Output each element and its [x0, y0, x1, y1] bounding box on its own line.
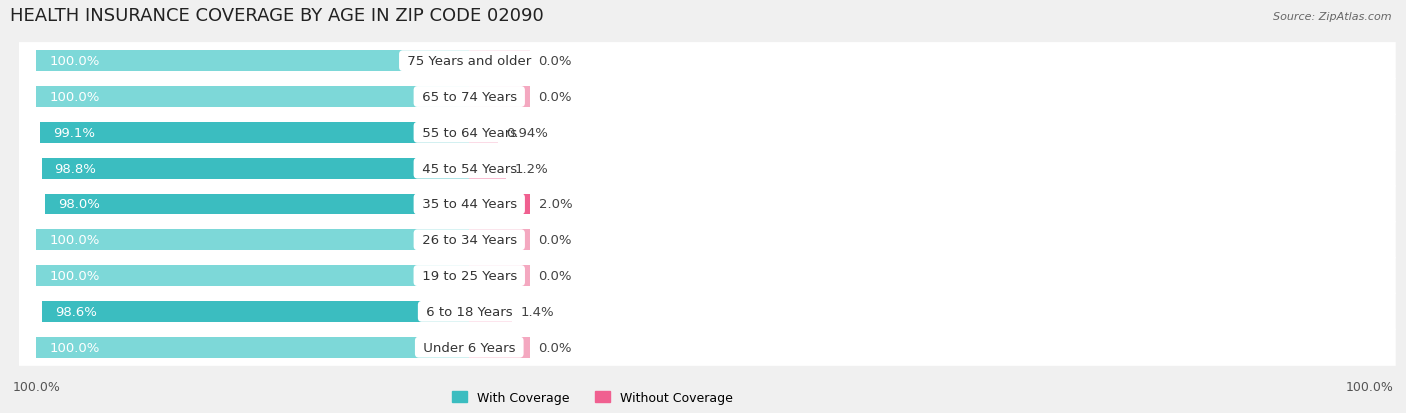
Bar [470, 158, 506, 179]
Text: 2.0%: 2.0% [538, 198, 572, 211]
Bar [470, 301, 512, 322]
FancyBboxPatch shape [18, 293, 1396, 330]
FancyBboxPatch shape [18, 329, 1396, 366]
Text: Source: ZipAtlas.com: Source: ZipAtlas.com [1274, 12, 1392, 22]
Text: 19 to 25 Years: 19 to 25 Years [418, 269, 522, 282]
Text: 45 to 54 Years: 45 to 54 Years [418, 162, 522, 175]
FancyBboxPatch shape [18, 222, 1396, 259]
Text: 100.0%: 100.0% [49, 269, 100, 282]
Text: 0.0%: 0.0% [538, 341, 572, 354]
Bar [42, 301, 470, 322]
Bar [470, 230, 530, 251]
FancyBboxPatch shape [18, 114, 1396, 152]
Text: 35 to 44 Years: 35 to 44 Years [418, 198, 522, 211]
Bar [37, 87, 470, 108]
Text: 65 to 74 Years: 65 to 74 Years [418, 91, 522, 104]
Bar [37, 337, 470, 358]
Bar [37, 266, 470, 286]
Bar [470, 337, 530, 358]
Bar [470, 194, 530, 215]
FancyBboxPatch shape [18, 79, 1396, 116]
Text: 100.0%: 100.0% [49, 341, 100, 354]
Text: 0.0%: 0.0% [538, 269, 572, 282]
Text: 0.0%: 0.0% [538, 234, 572, 247]
Bar [45, 194, 470, 215]
Text: 100.0%: 100.0% [49, 55, 100, 68]
Text: 99.1%: 99.1% [53, 126, 96, 140]
Text: HEALTH INSURANCE COVERAGE BY AGE IN ZIP CODE 02090: HEALTH INSURANCE COVERAGE BY AGE IN ZIP … [10, 7, 544, 25]
Text: 98.0%: 98.0% [58, 198, 100, 211]
Text: 55 to 64 Years: 55 to 64 Years [418, 126, 522, 140]
Text: 0.0%: 0.0% [538, 55, 572, 68]
Text: 100.0%: 100.0% [49, 234, 100, 247]
Legend: With Coverage, Without Coverage: With Coverage, Without Coverage [447, 386, 737, 408]
Bar [470, 87, 530, 108]
Text: 0.94%: 0.94% [506, 126, 548, 140]
Bar [37, 51, 470, 72]
Text: 75 Years and older: 75 Years and older [404, 55, 536, 68]
FancyBboxPatch shape [18, 150, 1396, 188]
Bar [41, 123, 470, 143]
Bar [470, 266, 530, 286]
Bar [470, 51, 530, 72]
Text: 0.0%: 0.0% [538, 91, 572, 104]
Text: 6 to 18 Years: 6 to 18 Years [422, 305, 516, 318]
Text: 26 to 34 Years: 26 to 34 Years [418, 234, 522, 247]
Text: 98.6%: 98.6% [55, 305, 97, 318]
Text: 100.0%: 100.0% [49, 91, 100, 104]
Text: 1.4%: 1.4% [520, 305, 554, 318]
Text: 1.2%: 1.2% [515, 162, 548, 175]
FancyBboxPatch shape [18, 43, 1396, 80]
Bar [42, 158, 470, 179]
Bar [470, 123, 498, 143]
FancyBboxPatch shape [18, 186, 1396, 223]
FancyBboxPatch shape [18, 257, 1396, 294]
Bar [37, 230, 470, 251]
Text: 98.8%: 98.8% [55, 162, 97, 175]
Text: Under 6 Years: Under 6 Years [419, 341, 520, 354]
